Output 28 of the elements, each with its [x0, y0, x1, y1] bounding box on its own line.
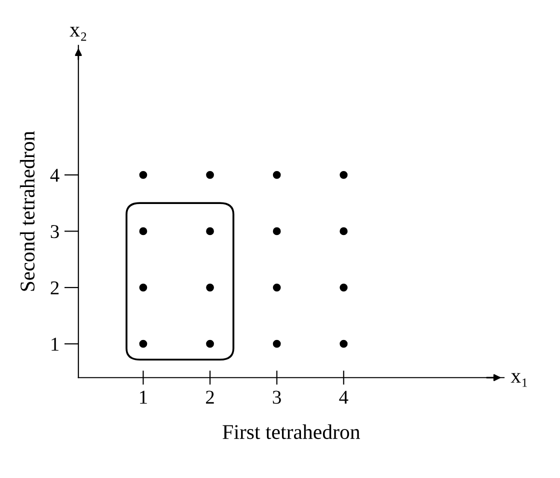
- y-axis-title: Second tetrahedron: [20, 131, 35, 291]
- text: x₁: [510, 373, 527, 387]
- point: [340, 284, 348, 292]
- text: x₂: [70, 26, 86, 41]
- x-axis-title: First tetrahedron: [222, 424, 360, 440]
- x-tick-label: 3: [272, 390, 281, 404]
- point: [139, 227, 148, 236]
- point: [272, 284, 281, 292]
- y-tick-label: 3: [50, 225, 59, 238]
- y-tick-label: 2: [50, 281, 59, 294]
- point: [139, 170, 148, 179]
- point: [272, 340, 281, 348]
- x-tick-label: 4: [339, 390, 348, 404]
- point: [206, 170, 214, 179]
- point: [206, 227, 214, 236]
- point: [272, 170, 281, 179]
- point: [139, 340, 148, 348]
- point: [340, 227, 348, 236]
- point: [206, 340, 214, 348]
- point: [139, 284, 148, 292]
- point: [340, 340, 348, 348]
- x-tick-label: 1: [140, 390, 147, 404]
- x-tick-label: 2: [206, 390, 214, 404]
- point: [206, 284, 214, 292]
- y-tick-label: 1: [52, 338, 58, 351]
- point: [340, 170, 348, 179]
- y-tick-label: 4: [50, 168, 60, 182]
- point: [272, 227, 281, 236]
